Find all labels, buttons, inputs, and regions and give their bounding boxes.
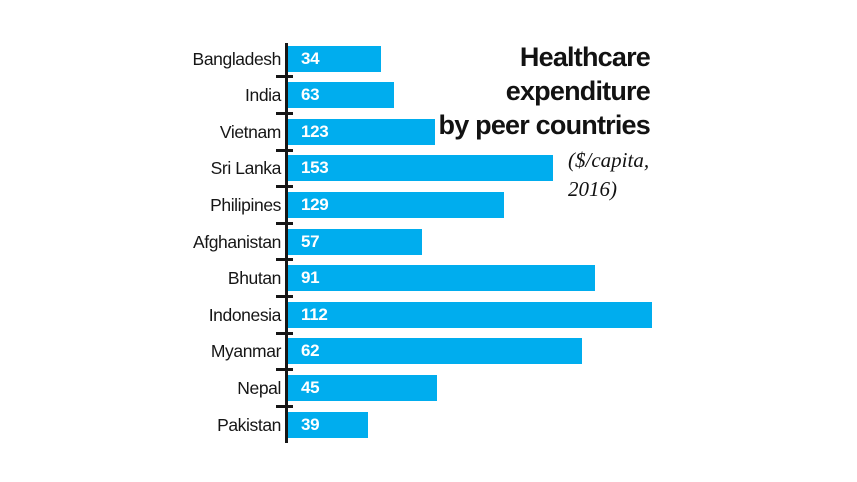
bar: 153 [288, 155, 553, 182]
axis-tick [276, 75, 293, 79]
axis-tick [276, 368, 293, 372]
category-label: Pakistan [217, 414, 281, 435]
value-label: 45 [301, 378, 320, 398]
axis-tick [276, 295, 293, 299]
value-label: 123 [301, 121, 329, 141]
category-label: Bhutan [227, 268, 281, 289]
chart-subtitle: ($/capita, 2016) [568, 146, 649, 204]
category-label: Nepal [237, 378, 281, 399]
bar: 123 [288, 118, 435, 145]
category-label: India [245, 85, 281, 106]
category-label: Philipines [210, 194, 281, 215]
axis-tick [276, 258, 293, 262]
chart-title-line-3: by peer countries [438, 110, 651, 140]
value-label: 112 [301, 304, 328, 324]
chart-subtitle-line-1: ($/capita, [568, 148, 650, 172]
value-label: 91 [301, 268, 320, 288]
axis-tick [276, 331, 293, 335]
value-label: 34 [301, 48, 320, 68]
chart-subtitle-line-2: 2016) [568, 177, 617, 201]
bar: 62 [288, 338, 582, 365]
value-label: 62 [301, 341, 320, 361]
bar: 57 [288, 228, 422, 255]
axis-tick [276, 404, 293, 408]
value-label: 63 [301, 85, 320, 105]
bar: 129 [288, 191, 504, 218]
bar: 39 [288, 411, 368, 438]
category-label: Vietnam [219, 121, 281, 142]
category-label: Indonesia [208, 304, 282, 325]
category-label: Sri Lanka [210, 158, 282, 179]
bar: 45 [288, 375, 437, 402]
y-axis-line [285, 43, 288, 443]
category-label: Afghanistan [192, 231, 281, 252]
category-label: Bangladesh [192, 48, 282, 69]
value-label: 153 [301, 158, 329, 178]
chart-title: Healthcare expenditure by peer countries [438, 40, 651, 142]
axis-tick [276, 111, 293, 115]
bar: 63 [288, 82, 394, 109]
axis-tick [276, 221, 293, 225]
axis-tick [276, 185, 293, 189]
bar: 112 [288, 301, 652, 328]
bar: 34 [288, 45, 381, 72]
axis-tick [276, 148, 293, 152]
value-label: 39 [301, 414, 320, 434]
bar: 91 [288, 265, 595, 292]
chart-title-line-1: Healthcare [519, 42, 651, 72]
value-label: 129 [301, 194, 329, 214]
chart-title-line-2: expenditure [505, 76, 651, 106]
value-label: 57 [301, 231, 320, 251]
category-label: Myanmar [210, 341, 282, 362]
